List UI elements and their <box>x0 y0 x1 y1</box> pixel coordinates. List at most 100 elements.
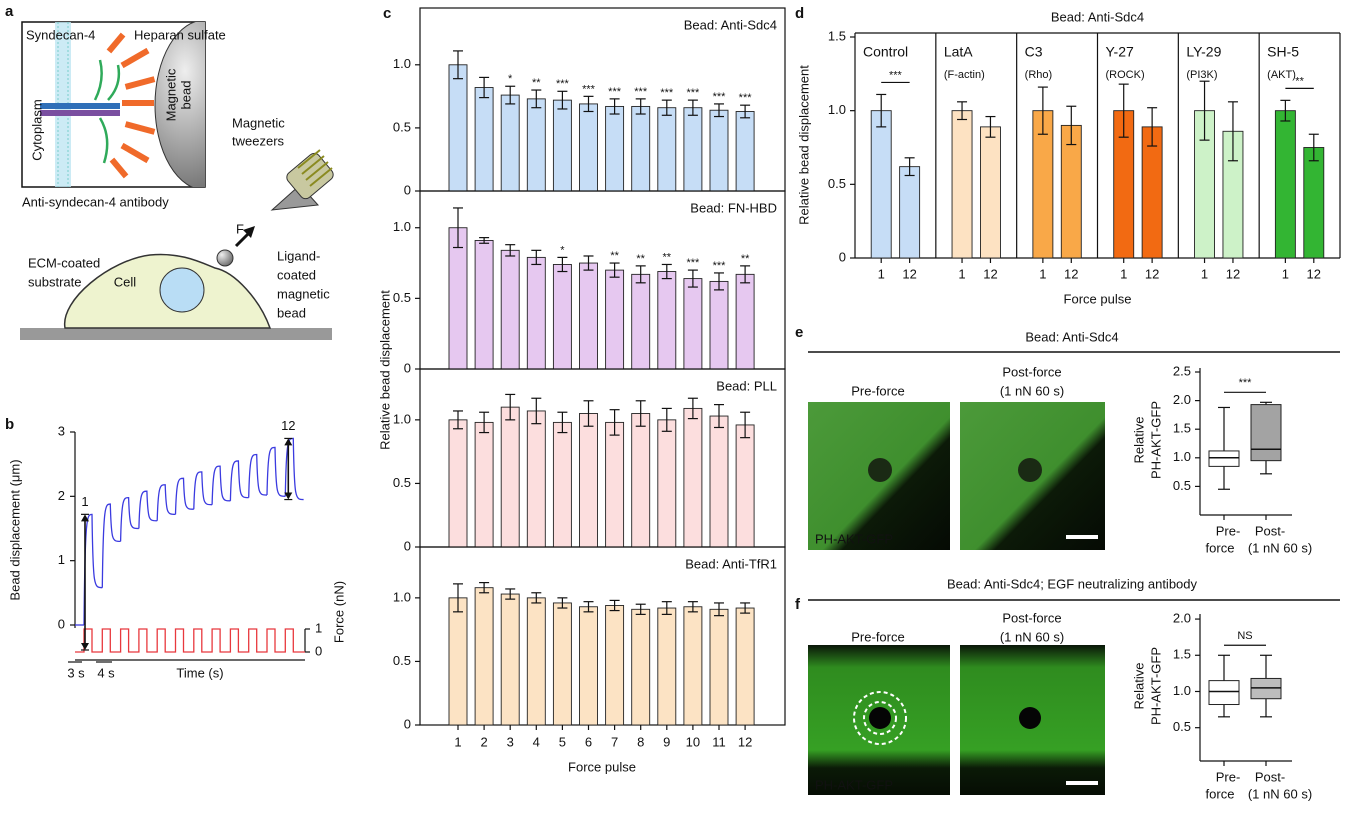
bar <box>448 227 468 370</box>
label: 1.0 <box>1173 449 1191 464</box>
arrowhead <box>284 438 293 500</box>
label: 1.0 <box>393 56 411 71</box>
label: 0.5 <box>1173 719 1191 734</box>
bar <box>657 107 677 192</box>
label: 12 <box>983 266 997 281</box>
label: 2.5 <box>1173 363 1191 378</box>
label: SH-5 <box>1267 44 1299 60</box>
label: Control <box>863 44 908 60</box>
bar <box>735 607 755 726</box>
label: 12 <box>902 266 916 281</box>
label: Relative bead displacement <box>796 65 811 225</box>
bar <box>657 271 677 370</box>
bar <box>552 264 572 370</box>
label: Post-force <box>1002 610 1061 625</box>
label: 3 <box>58 423 65 438</box>
bar <box>1303 147 1325 259</box>
label: 1.0 <box>393 219 411 234</box>
label: 12 <box>1307 266 1321 281</box>
label: force <box>1206 786 1235 801</box>
label: 2.0 <box>1173 392 1191 407</box>
bar <box>500 406 520 548</box>
bar <box>709 415 729 548</box>
bar <box>735 273 755 370</box>
bar <box>683 606 703 726</box>
label: 12 <box>281 418 295 433</box>
label: *** <box>713 260 727 272</box>
label: f <box>795 596 801 613</box>
label: e <box>795 324 803 341</box>
bar <box>631 608 651 726</box>
label: Bead: PLL <box>716 378 777 393</box>
bar <box>657 419 677 548</box>
label: b <box>5 416 14 433</box>
label: c <box>383 5 391 22</box>
frame <box>419 546 786 726</box>
bar <box>709 109 729 192</box>
label: 1 <box>454 734 461 749</box>
label: 12 <box>738 734 752 749</box>
bar <box>735 424 755 548</box>
bar <box>579 262 598 370</box>
label: 0.5 <box>393 475 411 490</box>
label: 0 <box>404 716 411 731</box>
label: (AKT) <box>1267 69 1296 81</box>
bar <box>899 166 921 259</box>
bar <box>500 249 520 370</box>
bar <box>605 269 625 370</box>
label: (PI3K) <box>1186 69 1217 81</box>
label: 0 <box>404 360 411 375</box>
label: Pre- <box>1216 523 1241 538</box>
label: (1 nN 60 s) <box>1248 786 1312 801</box>
box <box>1250 404 1282 462</box>
bar <box>1274 110 1296 259</box>
label: 7 <box>611 734 618 749</box>
label: 2.0 <box>1173 611 1191 626</box>
label: 0.5 <box>393 290 411 305</box>
line-segment <box>266 446 286 497</box>
label: * <box>560 244 565 256</box>
bar <box>579 606 598 726</box>
label: Force pulse <box>1064 291 1132 306</box>
label: 3 s <box>67 665 85 680</box>
label: 1.5 <box>828 28 846 43</box>
line-segment <box>229 460 249 501</box>
label: PH-AKT-GFP <box>1148 647 1163 725</box>
label: Bead: Anti-Sdc4 <box>684 17 777 32</box>
label: 1.0 <box>393 589 411 604</box>
bar <box>474 239 494 370</box>
bar <box>657 607 677 726</box>
label: Force pulse <box>568 759 636 774</box>
label: *** <box>1239 377 1253 389</box>
label: bead <box>178 81 193 110</box>
label: (F-actin) <box>944 69 985 81</box>
label: 1 <box>315 620 322 635</box>
label: Post-force <box>1002 364 1061 379</box>
images <box>808 351 1340 795</box>
bar <box>448 597 468 726</box>
bar <box>448 64 468 192</box>
label: 1.0 <box>1173 683 1191 698</box>
diagram-a <box>20 21 334 340</box>
bar <box>552 421 572 548</box>
label: PH-AKT-GFP <box>1148 401 1163 479</box>
label: 0 <box>58 616 65 631</box>
label: 0.5 <box>393 653 411 668</box>
label: C3 <box>1025 44 1043 60</box>
label: LY-29 <box>1186 44 1221 60</box>
line-segment <box>193 471 213 510</box>
bar <box>526 98 546 192</box>
label: 10 <box>686 734 700 749</box>
label: 1 <box>1120 266 1127 281</box>
label: 2 <box>480 734 487 749</box>
label: Relative <box>1131 663 1146 710</box>
label: * <box>508 73 513 85</box>
line-segment <box>156 484 176 521</box>
label: substrate <box>28 274 81 289</box>
bar <box>683 407 703 548</box>
label: magnetic <box>277 286 330 301</box>
label: a <box>5 3 14 20</box>
bar <box>709 280 729 370</box>
label: *** <box>556 78 570 90</box>
label: 12 <box>1145 266 1159 281</box>
